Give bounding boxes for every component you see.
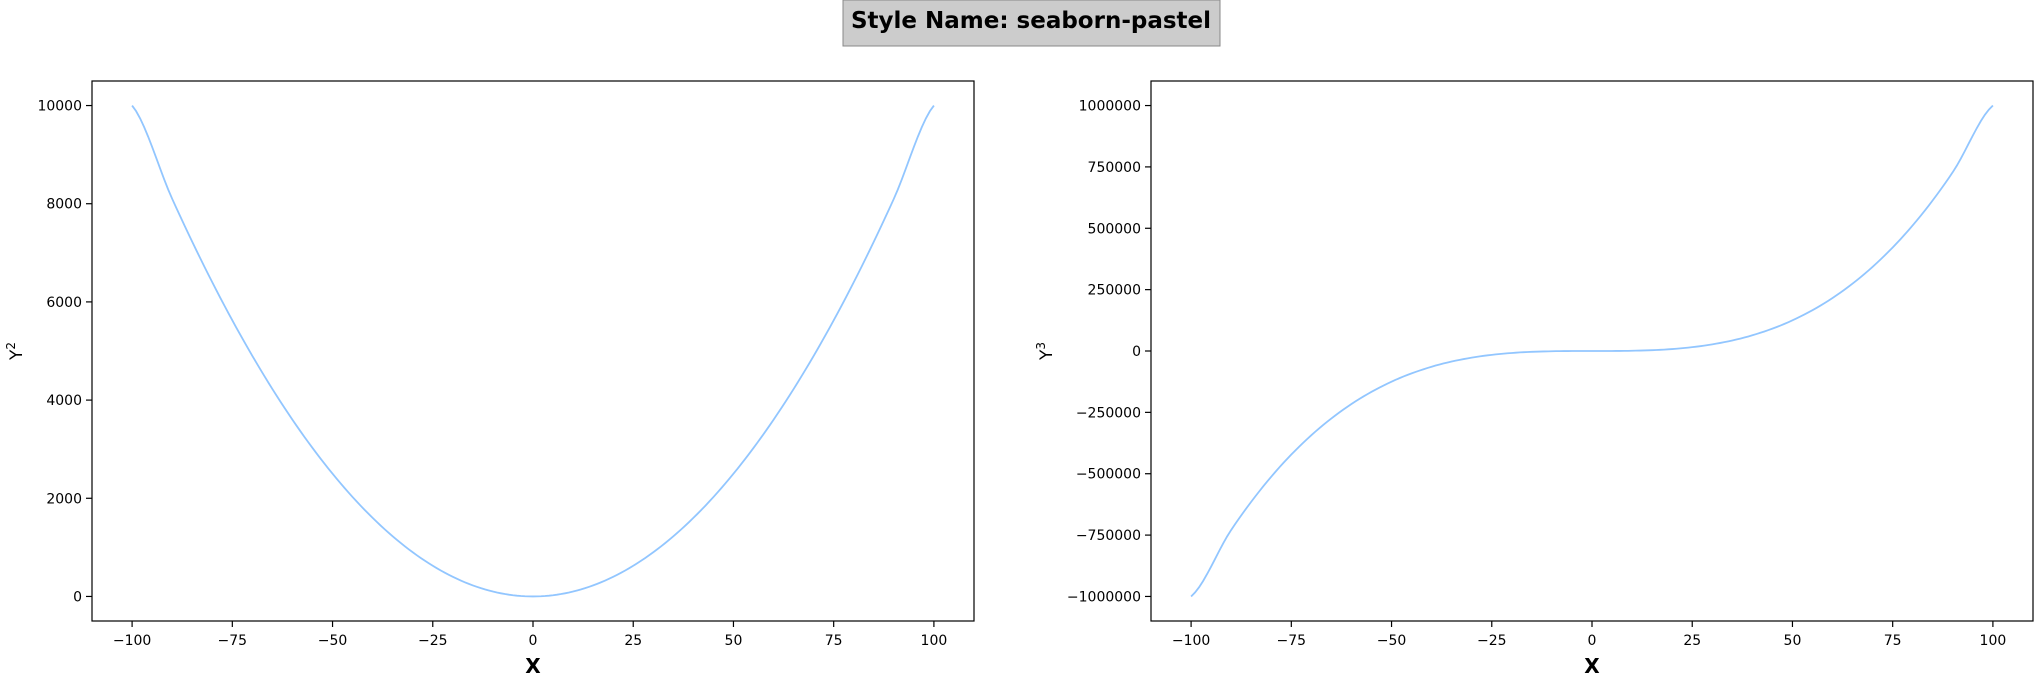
x-tick-label: 0 [529,633,538,649]
x-tick-label: 0 [1588,633,1597,649]
suptitle: Style Name: seaborn-pastel [851,8,1211,34]
y-tick-label: 10000 [37,99,82,115]
y-tick-label: −1000000 [1067,589,1141,605]
x-axis-label: X [1584,654,1600,677]
x-tick-label: 25 [1683,633,1701,649]
y-tick-label: 750000 [1088,160,1141,176]
x-tick-label: −100 [113,633,151,649]
y-tick-label: −500000 [1076,467,1141,483]
y-axis-label-base: Y [7,349,27,361]
x-tick-label: 25 [624,633,642,649]
y-tick-label: 4000 [46,393,82,409]
y-tick-label: 6000 [46,295,82,311]
y-axis-label: Y3 [1034,342,1057,361]
y-tick-label: 1000000 [1079,99,1141,115]
x-tick-label: −50 [1377,633,1407,649]
axes-y-squared: −100 −75 −50 −25 0 25 50 75 100 0 2000 4000 6000 8000… [4,80,975,677]
x-tick-label: 100 [1980,633,2007,649]
y-tick-label: 8000 [46,197,82,213]
x-axis-label: X [525,654,541,677]
x-tick-label: −50 [318,633,348,649]
series-line-0 [131,105,935,598]
y-tick-label: 500000 [1088,221,1141,237]
x-tick-label: 75 [1884,633,1902,649]
y-tick-label: 250000 [1088,283,1141,299]
y-tick-label: 0 [1132,344,1141,360]
x-tick-label: 75 [825,633,843,649]
x-tick-label: −25 [1477,633,1507,649]
y-axis-label-exponent: 2 [4,342,18,350]
axes-y-cubed: −100 −75 −50 −25 0 25 50 75 100 −1000000 −750000 −5… [1034,80,2034,677]
suptitle-group: Style Name: seaborn-pastel [842,0,1221,47]
axes-frame [91,80,975,622]
x-tick-label: 50 [1784,633,1802,649]
x-tick-label: −75 [1277,633,1307,649]
x-tick-label: 50 [725,633,743,649]
series-line-0 [1190,104,1994,598]
y-axis-label-base: Y [1037,349,1057,361]
y-tick-label: −750000 [1076,528,1141,544]
suptitle-box [842,0,1221,47]
x-tick-label: −100 [1172,633,1210,649]
x-tick-label: 100 [921,633,948,649]
y-axis-label: Y2 [4,342,27,361]
y-tick-label: 0 [73,589,82,605]
x-tick-label: −75 [218,633,248,649]
x-tick-label: −25 [418,633,448,649]
y-tick-label: −250000 [1076,405,1141,421]
y-axis-label-exponent: 3 [1034,342,1048,350]
y-tick-label: 2000 [46,491,82,507]
